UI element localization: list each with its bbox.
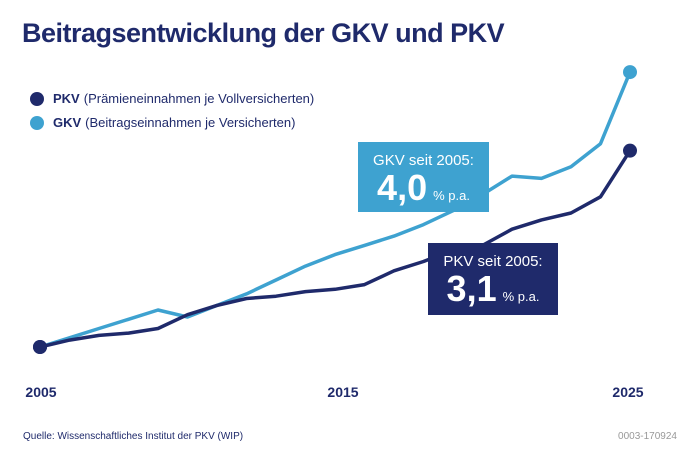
series-line-pkv <box>39 149 632 349</box>
chart-title: Beitragsentwicklung der GKV und PKV <box>22 18 505 48</box>
series-line-gkv <box>39 71 632 349</box>
chart-code: 0003-170924 <box>618 431 677 442</box>
x-tick-label: 2015 <box>327 384 359 400</box>
x-tick-label: 2005 <box>25 384 57 400</box>
gkv-annotation-value: 4,0 <box>377 167 428 208</box>
legend-desc: (Prämieneinnahmen je Vollversicherten) <box>83 91 315 106</box>
pkv-annotation-label: PKV seit 2005: <box>443 253 543 270</box>
legend-key: GKV <box>53 115 82 130</box>
gkv-annotation-box: GKV seit 2005: 4,0 % p.a. <box>358 142 489 212</box>
pkv-annotation-box: PKV seit 2005: 3,1 % p.a. <box>428 243 558 315</box>
legend-key: PKV <box>53 91 80 106</box>
x-tick-label: 2025 <box>612 384 644 400</box>
pkv-annotation-value: 3,1 <box>446 268 497 309</box>
legend-desc: (Beitragseinnahmen je Versicherten) <box>85 115 296 130</box>
data-point-gkv-2005 <box>33 340 47 354</box>
pkv-annotation-unit: % p.a. <box>502 289 540 304</box>
legend-item-gkv: GKV (Beitragseinnahmen je Versicherten) <box>30 115 295 130</box>
legend-item-pkv: PKV (Prämieneinnahmen je Vollversicherte… <box>30 91 314 106</box>
gkv-annotation-unit: % p.a. <box>433 188 470 203</box>
source-note: Quelle: Wissenschaftliches Institut der … <box>23 431 244 442</box>
data-point-pkv-2025 <box>623 143 637 158</box>
legend-marker-gkv <box>30 115 44 130</box>
legend-marker-pkv <box>30 91 44 106</box>
data-point-gkv-2025 <box>623 65 637 80</box>
gkv-annotation-label: GKV seit 2005: <box>373 152 474 169</box>
